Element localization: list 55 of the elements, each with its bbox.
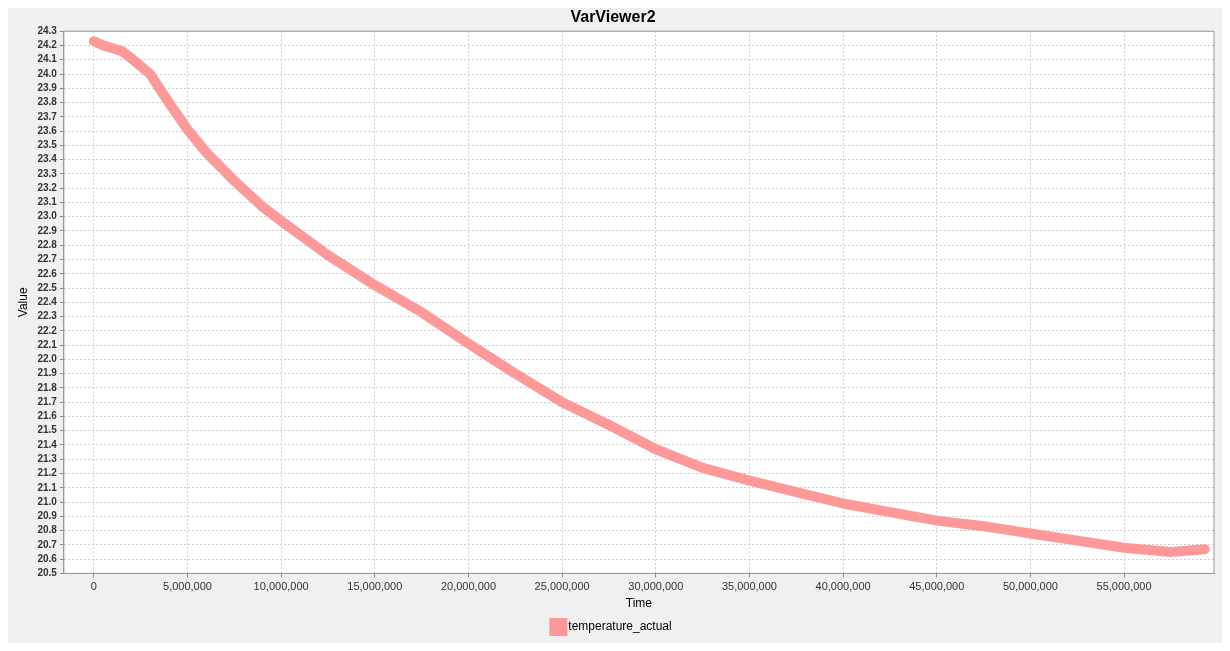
y-tick-label: 24.3 [37, 24, 58, 36]
y-tick-label: 22.7 [37, 253, 58, 265]
x-tick-label: 20,000,000 [440, 580, 496, 593]
y-tick-label: 24.1 [37, 53, 58, 65]
x-tick-label: 5,000,000 [163, 580, 212, 593]
y-tick-label: 20.7 [37, 538, 58, 550]
y-tick-label: 21.1 [37, 481, 58, 493]
y-tick-label: 23.2 [37, 181, 58, 193]
y-tick-label: 24.2 [37, 39, 58, 51]
x-tick-label: 35,000,000 [721, 580, 777, 593]
y-tick-label: 22.1 [37, 338, 58, 350]
y-tick-label: 20.5 [37, 567, 58, 579]
legend-label: temperature_actual [568, 619, 672, 634]
y-tick-label: 22.8 [37, 238, 58, 250]
y-tick-label: 23.3 [37, 167, 58, 179]
y-tick-label: 23.0 [37, 210, 58, 222]
y-tick-label: 24.0 [37, 67, 58, 79]
y-tick-label: 23.5 [37, 139, 58, 151]
y-tick-label: 21.4 [37, 438, 58, 450]
x-tick-label: 25,000,000 [534, 580, 590, 593]
x-axis-title: Time [625, 596, 653, 611]
y-tick-label: 23.8 [37, 96, 58, 108]
y-axis-title: Value [15, 287, 30, 318]
y-tick-label: 20.8 [37, 524, 58, 536]
y-tick-label: 21.5 [37, 424, 58, 436]
x-tick-label: 30,000,000 [628, 580, 684, 593]
y-tick-label: 23.4 [37, 153, 58, 165]
y-tick-label: 22.4 [37, 296, 58, 308]
x-tick-label: 55,000,000 [1096, 580, 1152, 593]
y-tick-label: 21.9 [37, 367, 58, 379]
y-tick-label: 23.1 [37, 196, 58, 208]
y-tick-label: 22.0 [37, 353, 58, 365]
y-tick-label: 21.2 [37, 467, 58, 479]
y-tick-label: 20.6 [37, 552, 58, 564]
y-tick-label: 21.3 [37, 453, 58, 464]
y-tick-label: 23.7 [37, 110, 58, 122]
y-tick-label: 21.8 [37, 381, 58, 393]
y-tick-label: 20.9 [37, 510, 58, 522]
x-tick-label: 45,000,000 [909, 580, 965, 593]
y-tick-label: 21.0 [37, 495, 58, 507]
y-tick-label: 22.6 [37, 267, 58, 279]
y-tick-label: 22.9 [37, 224, 58, 236]
chart-title: VarViewer2 [570, 8, 656, 26]
y-tick-label: 21.7 [37, 395, 58, 407]
x-tick-label: 15,000,000 [347, 580, 403, 593]
y-tick-label: 21.6 [37, 410, 58, 422]
y-tick-label: 22.3 [37, 310, 58, 322]
y-tick-label: 23.9 [37, 82, 58, 94]
x-tick-label: 10,000,000 [253, 580, 309, 593]
y-tick-label: 22.2 [37, 324, 58, 336]
x-tick-label: 0 [90, 580, 97, 593]
y-tick-label: 23.6 [37, 124, 58, 136]
x-tick-label: 50,000,000 [1002, 580, 1058, 593]
y-tick-label: 22.5 [37, 281, 58, 293]
x-tick-label: 40,000,000 [815, 580, 871, 593]
